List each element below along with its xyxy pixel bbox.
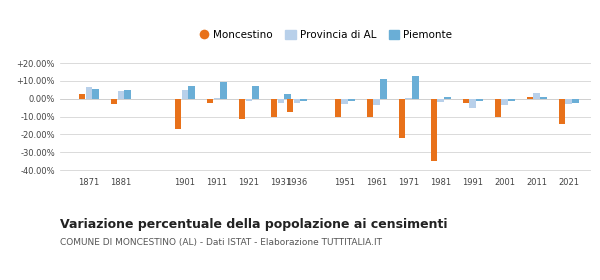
Bar [220, 82, 227, 99]
Bar [495, 99, 501, 116]
Bar [92, 89, 99, 99]
Bar [175, 99, 181, 129]
Bar [79, 94, 85, 99]
Bar [527, 97, 533, 99]
Bar [444, 97, 451, 99]
Bar [463, 99, 469, 103]
Bar [252, 86, 259, 99]
Bar [373, 99, 380, 105]
Bar [239, 99, 245, 119]
Bar [572, 99, 578, 103]
Bar [111, 99, 117, 104]
Bar [437, 99, 444, 102]
Bar [380, 79, 386, 99]
Bar [188, 86, 194, 99]
Bar [399, 99, 405, 138]
Bar [476, 99, 482, 101]
Bar [86, 87, 92, 99]
Bar [214, 98, 220, 99]
Bar [502, 99, 508, 105]
Bar [469, 99, 476, 108]
Bar [367, 99, 373, 118]
Bar [182, 90, 188, 99]
Bar [335, 99, 341, 118]
Bar [300, 99, 307, 101]
Bar [278, 99, 284, 103]
Bar [508, 99, 515, 101]
Bar [565, 99, 572, 104]
Bar [293, 99, 300, 103]
Bar [406, 98, 412, 99]
Bar [540, 97, 547, 99]
Bar [348, 99, 355, 101]
Text: COMUNE DI MONCESTINO (AL) - Dati ISTAT - Elaborazione TUTTITALIA.IT: COMUNE DI MONCESTINO (AL) - Dati ISTAT -… [60, 238, 382, 247]
Bar [284, 94, 290, 99]
Bar [412, 76, 419, 99]
Bar [271, 99, 277, 116]
Bar [431, 99, 437, 161]
Bar [124, 90, 131, 99]
Bar [341, 99, 348, 104]
Bar [245, 99, 252, 101]
Bar [287, 99, 293, 112]
Bar [118, 91, 124, 99]
Text: Variazione percentuale della popolazione ai censimenti: Variazione percentuale della popolazione… [60, 218, 448, 231]
Bar [533, 94, 540, 99]
Legend: Moncestino, Provincia di AL, Piemonte: Moncestino, Provincia di AL, Piemonte [194, 26, 457, 45]
Bar [559, 99, 565, 124]
Bar [207, 99, 213, 103]
